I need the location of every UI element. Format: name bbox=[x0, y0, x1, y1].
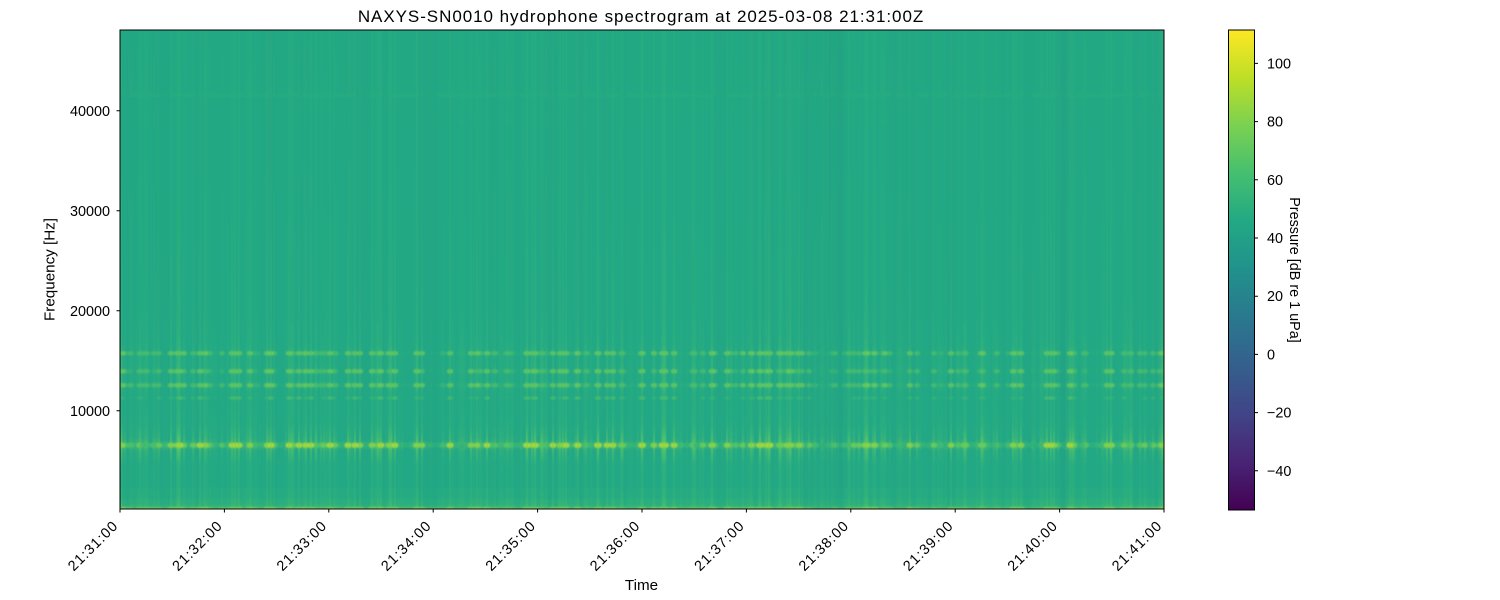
svg-text:60: 60 bbox=[1267, 173, 1283, 189]
svg-text:40000: 40000 bbox=[70, 104, 110, 120]
svg-text:80: 80 bbox=[1267, 115, 1283, 131]
svg-text:−20: −20 bbox=[1267, 406, 1291, 422]
svg-text:Pressure [dB re 1 uPa]: Pressure [dB re 1 uPa] bbox=[1286, 197, 1302, 343]
svg-text:100: 100 bbox=[1267, 56, 1291, 72]
svg-text:30000: 30000 bbox=[70, 204, 110, 220]
svg-text:−40: −40 bbox=[1267, 464, 1291, 480]
svg-text:Time: Time bbox=[625, 577, 658, 594]
svg-text:0: 0 bbox=[1267, 347, 1275, 363]
svg-text:Frequency [Hz]: Frequency [Hz] bbox=[42, 218, 59, 321]
svg-text:20000: 20000 bbox=[70, 304, 110, 320]
svg-text:NAXYS-SN0010 hydrophone spectr: NAXYS-SN0010 hydrophone spectrogram at 2… bbox=[358, 7, 924, 26]
svg-text:40: 40 bbox=[1267, 231, 1283, 247]
svg-text:20: 20 bbox=[1267, 289, 1283, 305]
svg-text:10000: 10000 bbox=[70, 404, 110, 420]
